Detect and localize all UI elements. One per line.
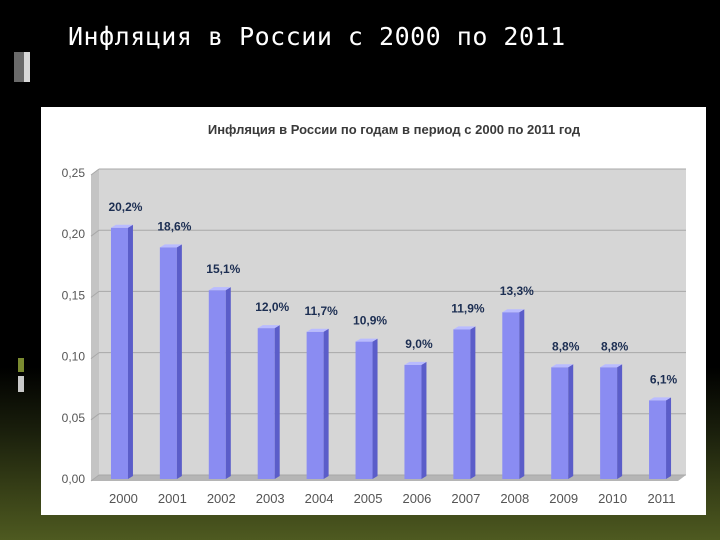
- bar: [600, 367, 618, 479]
- bar: [355, 341, 373, 479]
- bar-top: [110, 224, 133, 228]
- x-tick-label: 2002: [207, 491, 236, 506]
- y-gridline-side: [90, 413, 100, 421]
- bar-side: [666, 397, 672, 479]
- data-label: 6,1%: [650, 372, 678, 386]
- x-tick-label: 2011: [648, 491, 676, 506]
- bar-top: [551, 364, 574, 368]
- decor-bar-green: [18, 358, 24, 372]
- inflation-bar-chart: Инфляция в России по годам в период с 20…: [62, 122, 686, 506]
- y-tick-label: 0,25: [62, 166, 86, 180]
- plot-side-wall: [91, 169, 99, 481]
- data-label: 12,0%: [255, 300, 289, 314]
- x-tick-label: 2008: [500, 491, 529, 506]
- bar: [453, 329, 471, 479]
- plot-back-wall: [99, 169, 686, 475]
- x-tick-label: 2010: [598, 491, 627, 506]
- bar: [110, 227, 128, 479]
- bar-top: [355, 338, 378, 342]
- y-gridline-side: [90, 474, 100, 482]
- data-label: 8,8%: [601, 339, 629, 353]
- y-gridline-side: [90, 168, 100, 176]
- bar-top: [159, 244, 182, 248]
- data-label: 20,2%: [108, 200, 142, 214]
- y-tick-label: 0,20: [62, 227, 86, 241]
- x-tick-label: 2004: [305, 491, 334, 506]
- x-tick-label: 2005: [354, 491, 383, 506]
- data-label: 11,9%: [451, 301, 485, 315]
- y-tick-label: 0,00: [62, 472, 86, 486]
- bar: [502, 312, 520, 479]
- bar-top: [453, 326, 476, 330]
- y-gridline-side: [90, 290, 100, 298]
- bar-side: [274, 325, 280, 479]
- bar-side: [176, 244, 182, 479]
- x-tick-label: 2001: [158, 491, 187, 506]
- slide-title: Инфляция в России с 2000 по 2011: [68, 22, 566, 51]
- bar-side: [372, 338, 378, 479]
- bar: [551, 367, 569, 479]
- data-label: 15,1%: [206, 262, 240, 276]
- bar: [257, 328, 275, 479]
- plot-floor: [91, 475, 686, 481]
- bar-side: [617, 364, 623, 479]
- bar-top: [306, 328, 329, 332]
- bar-side: [421, 361, 427, 479]
- bar-side: [225, 287, 231, 479]
- chart-title: Инфляция в России по годам в период с 20…: [208, 122, 581, 137]
- data-label: 11,7%: [304, 304, 338, 318]
- bar-side: [323, 328, 329, 479]
- bar-side: [127, 224, 133, 479]
- data-label: 13,3%: [500, 284, 534, 298]
- bar-top: [257, 325, 280, 329]
- y-gridline-side: [90, 229, 100, 237]
- bar-top: [502, 309, 525, 313]
- data-label: 18,6%: [157, 219, 191, 233]
- bar-top: [208, 287, 231, 291]
- x-tick-label: 2009: [549, 491, 578, 506]
- bar: [404, 364, 422, 479]
- bar: [306, 331, 324, 479]
- x-tick-label: 2006: [402, 491, 431, 506]
- x-tick-label: 2003: [256, 491, 285, 506]
- data-label: 10,9%: [353, 314, 387, 328]
- bar-top: [649, 397, 672, 401]
- y-gridline-side: [90, 352, 100, 360]
- data-label: 8,8%: [552, 339, 580, 353]
- decor-bar-gray: [18, 376, 24, 392]
- bar: [159, 247, 177, 479]
- y-tick-label: 0,05: [62, 411, 86, 425]
- bar-top: [404, 361, 427, 365]
- decor-bar-light: [24, 52, 30, 82]
- bar-side: [519, 309, 525, 479]
- x-tick-label: 2007: [451, 491, 480, 506]
- x-tick-label: 2000: [109, 491, 138, 506]
- bar: [649, 400, 667, 479]
- decor-bar-dark: [14, 52, 24, 82]
- y-tick-label: 0,10: [62, 350, 86, 364]
- bar: [208, 290, 226, 479]
- chart-panel: Инфляция в России по годам в период с 20…: [41, 107, 706, 515]
- y-tick-label: 0,15: [62, 288, 86, 302]
- bar-side: [568, 364, 574, 479]
- bar-top: [600, 364, 623, 368]
- data-label: 9,0%: [405, 337, 433, 351]
- bar-side: [470, 326, 476, 479]
